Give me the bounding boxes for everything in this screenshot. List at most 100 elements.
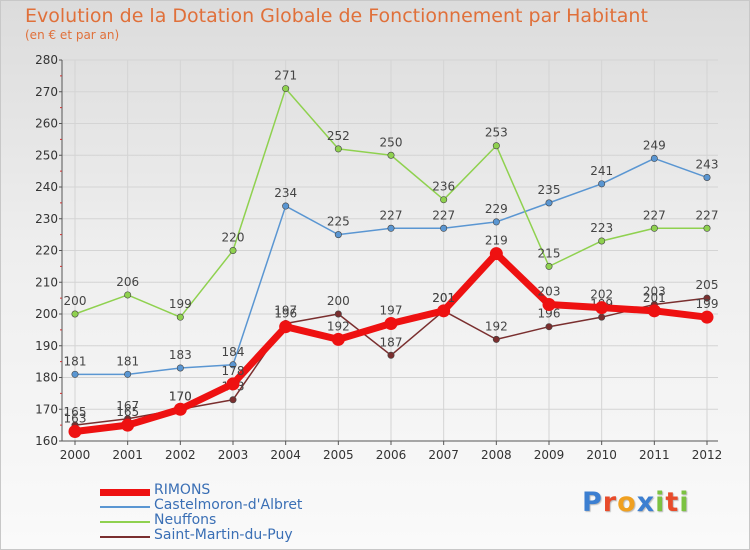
data-label: 197 [274, 304, 297, 318]
data-point [121, 418, 135, 432]
data-point [703, 294, 711, 302]
x-tick-label: 2006 [376, 448, 407, 462]
data-point [176, 364, 184, 372]
data-label: 170 [169, 389, 192, 403]
x-tick-label: 2004 [270, 448, 301, 462]
data-point [331, 332, 345, 346]
data-point [226, 377, 240, 391]
data-label: 227 [643, 208, 666, 222]
data-label: 170 [169, 389, 192, 403]
data-label: 203 [643, 284, 666, 298]
y-tick-label: 270 [35, 85, 58, 99]
data-point [650, 154, 658, 162]
data-label: 187 [380, 335, 403, 349]
data-label: 199 [696, 297, 719, 311]
data-label: 167 [116, 399, 139, 413]
data-label: 197 [380, 304, 403, 318]
data-label: 163 [64, 411, 87, 425]
y-tick-label: 210 [35, 275, 58, 289]
data-label: 205 [696, 278, 719, 292]
chart-subtitle: (en € et par an) [25, 28, 120, 42]
data-point [282, 85, 290, 93]
data-label: 201 [643, 291, 666, 305]
y-tick-label: 230 [35, 212, 58, 226]
y-tick-label: 250 [35, 148, 58, 162]
data-label: 249 [643, 138, 666, 152]
data-label: 196 [538, 307, 561, 321]
logo-letter: r [602, 487, 618, 518]
data-label: 227 [432, 208, 455, 222]
data-label: 241 [590, 164, 613, 178]
legend-label: Castelmoron-d'Albret [154, 497, 303, 513]
data-label: 201 [432, 291, 455, 305]
data-point [384, 317, 398, 331]
data-label: 271 [274, 69, 297, 83]
data-point [334, 310, 342, 318]
data-point [542, 297, 556, 311]
data-label: 225 [327, 215, 350, 229]
data-point [71, 370, 79, 378]
data-label: 206 [116, 275, 139, 289]
data-label: 200 [64, 294, 87, 308]
data-label: 192 [485, 319, 508, 333]
data-point [334, 231, 342, 239]
y-tick-label: 160 [35, 434, 58, 448]
x-tick-label: 2008 [481, 448, 512, 462]
data-point [703, 224, 711, 232]
data-label: 184 [222, 345, 245, 359]
data-point [71, 310, 79, 318]
data-label: 165 [64, 405, 87, 419]
data-label: 202 [590, 288, 613, 302]
data-point [492, 218, 500, 226]
legend-label: Neuffons [154, 512, 217, 528]
data-label: 215 [538, 246, 561, 260]
data-label: 234 [274, 186, 297, 200]
data-label: 181 [116, 354, 139, 368]
y-tick-label: 240 [35, 180, 58, 194]
logo-letter: o [617, 487, 637, 518]
chart-title: Evolution de la Dotation Globale de Fonc… [25, 5, 648, 27]
legend-swatch [100, 506, 150, 508]
logo-letter: x [636, 487, 656, 518]
data-point [492, 335, 500, 343]
data-label: 181 [64, 354, 87, 368]
data-point [229, 396, 237, 404]
data-label: 236 [432, 180, 455, 194]
legend-swatch [100, 521, 150, 523]
legend-label: Saint-Martin-du-Puy [154, 527, 293, 543]
data-point [124, 291, 132, 299]
legend-swatch [100, 536, 150, 538]
y-tick-label: 200 [35, 307, 58, 321]
data-point [387, 351, 395, 359]
data-point [489, 247, 503, 261]
data-label: 183 [169, 348, 192, 362]
data-point [700, 310, 714, 324]
data-point [598, 237, 606, 245]
data-point [650, 224, 658, 232]
data-point [492, 142, 500, 150]
x-tick-label: 2011 [639, 448, 670, 462]
data-label: 192 [327, 319, 350, 333]
data-label: 243 [696, 157, 719, 171]
data-label: 203 [538, 284, 561, 298]
logo-letter: i [679, 487, 690, 518]
data-label: 223 [590, 221, 613, 235]
logo-letter: t [665, 487, 680, 518]
data-point [282, 202, 290, 210]
data-label: 196 [274, 307, 297, 321]
y-tick-label: 170 [35, 402, 58, 416]
data-label: 199 [169, 297, 192, 311]
data-label: 253 [485, 126, 508, 140]
data-point [334, 145, 342, 153]
y-tick-label: 220 [35, 244, 58, 258]
x-tick-label: 2002 [165, 448, 196, 462]
data-point [440, 224, 448, 232]
x-tick-label: 2010 [586, 448, 617, 462]
data-point [229, 247, 237, 255]
data-label: 220 [222, 231, 245, 245]
data-point [229, 361, 237, 369]
legend-swatch [100, 488, 150, 496]
data-label: 250 [380, 135, 403, 149]
logo-letter: i [655, 487, 666, 518]
